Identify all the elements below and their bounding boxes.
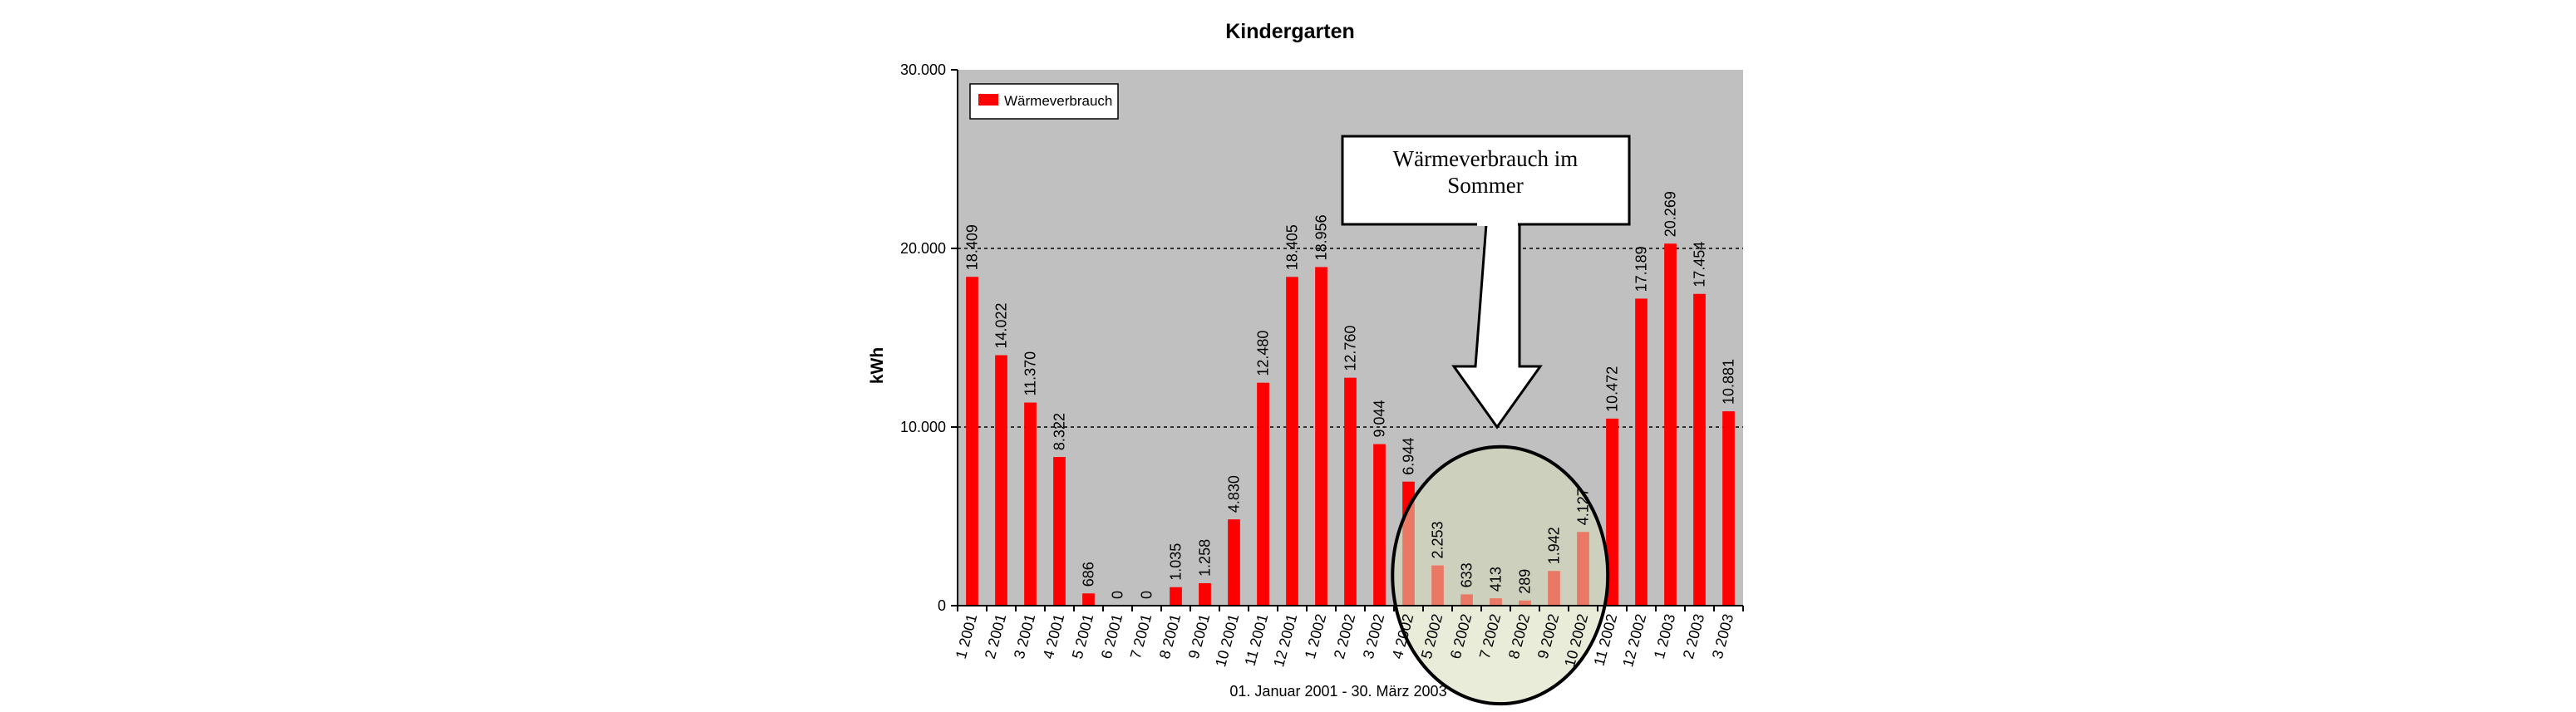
bar-4-2001: [1053, 457, 1066, 606]
data-label: 0: [1110, 591, 1126, 599]
bar-2-2002: [1344, 377, 1357, 606]
bar-3-2002: [1373, 444, 1386, 606]
data-label: 4.830: [1226, 475, 1243, 513]
x-tick-label: 4 2001: [1040, 612, 1068, 660]
data-label: 1.035: [1168, 543, 1185, 581]
x-tick-label: 7 2001: [1127, 612, 1155, 660]
data-label: 686: [1081, 562, 1097, 587]
callout-box: [1341, 135, 1631, 226]
x-tick-label: 9 2001: [1185, 612, 1214, 660]
bar-9-2001: [1199, 582, 1211, 606]
bar-11-2002: [1606, 418, 1618, 606]
data-label: 6.944: [1401, 438, 1417, 475]
data-label: 413: [1488, 567, 1505, 592]
callout-line-2: Sommer: [1447, 173, 1524, 198]
x-tick-label: 5 2001: [1069, 612, 1097, 660]
bar-8-2001: [1170, 587, 1182, 606]
bar-3-2003: [1722, 411, 1735, 606]
x-tick-label: 2 2002: [1331, 612, 1359, 660]
bar-12-2001: [1286, 277, 1298, 606]
bar-10-2001: [1228, 519, 1240, 606]
callout-line-1: Wärmeverbrauch im: [1393, 146, 1579, 171]
x-axis-title: 01. Januar 2001 - 30. März 2003: [1229, 683, 1446, 700]
bar-1-2002: [1315, 267, 1327, 606]
bar-2-2001: [995, 355, 1007, 606]
x-tick-label: 8 2001: [1156, 612, 1185, 660]
bar-3-2001: [1024, 402, 1037, 606]
y-tick-label: 30.000: [900, 61, 946, 78]
data-label: 18.405: [1284, 224, 1301, 270]
highlight-ellipse: [1391, 444, 1610, 706]
x-tick-label: 1 2002: [1302, 612, 1330, 660]
data-label: 18.409: [964, 224, 981, 270]
data-label: 10.472: [1604, 366, 1621, 412]
data-label: 20.269: [1662, 191, 1679, 237]
data-label: 9.044: [1372, 400, 1388, 438]
bar-5-2001: [1082, 593, 1095, 606]
data-label: 11.370: [1022, 351, 1039, 396]
legend-swatch: [978, 94, 998, 106]
x-tick-label: 12 2002: [1619, 612, 1649, 669]
callout-arrow: [1451, 223, 1543, 430]
y-tick-label: 20.000: [900, 240, 946, 257]
x-tick-label: 3 2001: [1011, 612, 1039, 660]
x-tick-label: 12 2001: [1270, 612, 1300, 669]
data-label: 10.881: [1721, 359, 1737, 405]
data-label: 633: [1459, 562, 1475, 587]
data-label: 1.258: [1197, 539, 1214, 577]
x-tick-label: 1 2003: [1651, 612, 1679, 660]
x-tick-label: 1 2001: [953, 612, 981, 660]
y-tick-label: 0: [938, 597, 946, 614]
plot-area: 18.409 14.022 11.370 8.322 686 0 0 1.035 1.258 4.…: [900, 61, 1744, 706]
data-label: 12.480: [1255, 331, 1272, 376]
data-label: 2.253: [1430, 522, 1446, 559]
data-label: 17.454: [1692, 242, 1708, 287]
data-label: 14.022: [993, 302, 1010, 348]
data-label: 8.322: [1052, 413, 1068, 450]
data-label: 1.942: [1546, 527, 1563, 564]
legend: Wärmeverbrauch: [969, 83, 1119, 120]
x-tick-label: 6 2001: [1098, 612, 1126, 660]
bar-1-2003: [1664, 243, 1677, 606]
x-tick-label: 11 2001: [1242, 612, 1272, 668]
y-axis-label: kWh: [868, 347, 887, 384]
x-tick-label: 2 2003: [1680, 612, 1708, 660]
data-label: 12.760: [1342, 326, 1359, 371]
legend-label: Wärmeverbrauch: [1004, 93, 1112, 109]
data-label: 0: [1139, 591, 1155, 599]
data-label: 17.189: [1633, 246, 1650, 292]
bar-12-2002: [1635, 298, 1648, 606]
bar-2-2003: [1693, 293, 1706, 606]
x-tick-label: 3 2003: [1709, 612, 1737, 660]
data-label: 4.127: [1575, 488, 1592, 525]
chart-title: Kindergarten: [1225, 20, 1355, 43]
y-tick-label: 10.000: [900, 419, 946, 435]
x-tick-label: 2 2001: [982, 612, 1010, 660]
data-label: 18.956: [1313, 214, 1330, 260]
x-tick-label: 10 2001: [1212, 612, 1242, 669]
data-label: 289: [1517, 569, 1534, 594]
x-tick-label: 3 2002: [1360, 612, 1388, 660]
bar-11-2001: [1257, 382, 1269, 606]
bar-1-2001: [966, 277, 978, 606]
